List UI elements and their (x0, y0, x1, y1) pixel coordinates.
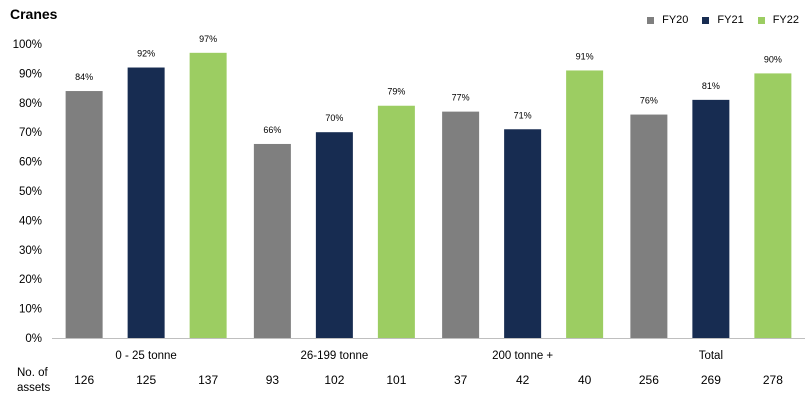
x-category-label: Total (699, 350, 723, 362)
assets-label-line2: assets (17, 382, 51, 394)
y-tick-label: 20% (19, 274, 42, 286)
asset-count: 256 (638, 373, 659, 387)
chart-title: Cranes (10, 6, 58, 22)
assets-label-line1: No. of (17, 367, 48, 379)
legend-label-fy21: FY21 (717, 14, 744, 26)
legend: FY20 FY21 FY22 (633, 14, 799, 26)
bar (504, 129, 542, 338)
data-label: 66% (263, 125, 281, 135)
bar (377, 105, 415, 339)
data-label: 81% (702, 81, 720, 91)
bar (127, 67, 165, 339)
asset-count: 125 (136, 373, 157, 387)
x-category-label: 200 tonne + (492, 350, 553, 362)
x-category-label: 26-199 tonne (300, 350, 368, 362)
bar (315, 132, 353, 338)
y-tick-label: 100% (13, 39, 42, 51)
bar (189, 52, 227, 338)
y-tick-label: 80% (19, 98, 42, 110)
asset-count: 269 (700, 373, 721, 387)
legend-label-fy22: FY22 (772, 14, 799, 26)
data-label: 71% (514, 110, 532, 120)
asset-count: 93 (265, 373, 280, 387)
data-label: 70% (325, 113, 343, 123)
y-tick-label: 70% (19, 127, 42, 139)
y-tick-label: 50% (19, 186, 42, 198)
legend-item-fy22: FY22 (757, 14, 799, 26)
asset-count: 40 (577, 373, 592, 387)
data-label: 77% (452, 93, 470, 103)
bar (754, 73, 792, 339)
data-label: 92% (137, 49, 155, 59)
asset-count: 137 (198, 373, 219, 387)
y-tick-label: 40% (19, 215, 42, 227)
legend-swatch-fy22 (757, 16, 765, 24)
bar (442, 111, 480, 339)
data-label: 91% (576, 51, 594, 61)
legend-swatch-fy20 (647, 16, 655, 24)
data-label: 76% (640, 96, 658, 106)
bar (566, 70, 604, 339)
asset-count: 278 (762, 373, 783, 387)
y-tick-label: 0% (25, 333, 42, 345)
bar (630, 114, 668, 338)
y-tick-label: 10% (19, 304, 42, 316)
legend-swatch-fy21 (702, 16, 710, 24)
legend-label-fy20: FY20 (662, 14, 689, 26)
y-tick-label: 30% (19, 245, 42, 257)
asset-count: 102 (324, 373, 345, 387)
bar (692, 99, 730, 338)
bar (253, 143, 291, 338)
y-tick-label: 60% (19, 157, 42, 169)
data-label: 90% (764, 54, 782, 64)
y-tick-label: 90% (19, 68, 42, 80)
legend-item-fy21: FY21 (702, 14, 744, 26)
data-label: 97% (199, 34, 217, 44)
data-label: 84% (75, 72, 93, 82)
asset-count: 42 (515, 373, 530, 387)
x-category-label: 0 - 25 tonne (115, 350, 176, 362)
asset-count: 101 (386, 373, 407, 387)
asset-count: 126 (74, 373, 95, 387)
asset-count: 37 (453, 373, 468, 387)
data-label: 79% (387, 87, 405, 97)
legend-item-fy20: FY20 (647, 14, 688, 26)
bar (65, 91, 103, 338)
